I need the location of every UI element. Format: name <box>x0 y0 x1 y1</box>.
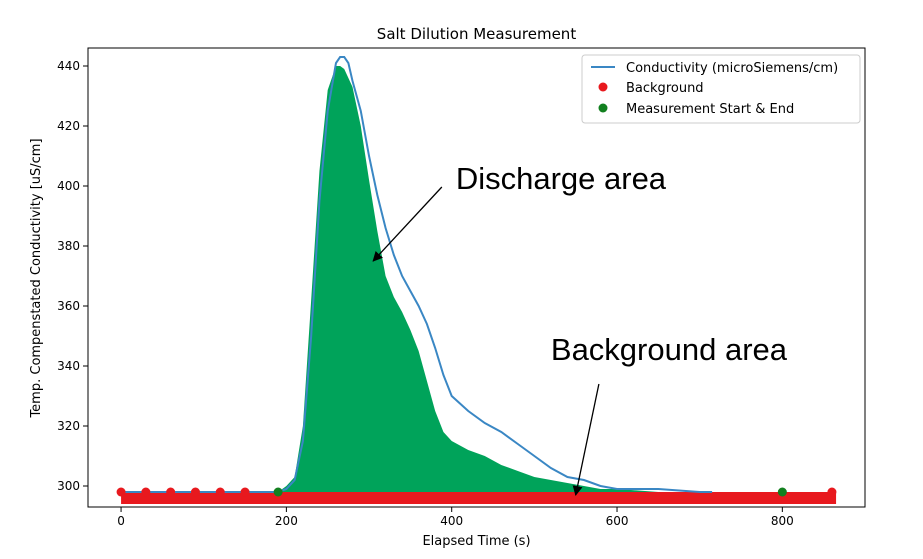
legend-background-swatch <box>598 82 608 92</box>
y-axis-ticks: 300 320 340 360 380 400 420 440 <box>57 59 88 493</box>
y-tick-label: 400 <box>57 179 80 193</box>
y-tick-label: 300 <box>57 479 80 493</box>
measurement-start-end-point <box>777 487 787 497</box>
y-tick-label: 320 <box>57 419 80 433</box>
discharge-area-annotation: Discharge area <box>456 161 667 196</box>
background-point <box>240 487 250 497</box>
legend: Conductivity (microSiemens/cm) Backgroun… <box>581 54 861 124</box>
legend-label-background: Background <box>626 81 704 96</box>
background-point <box>141 487 151 497</box>
x-axis-label: Elapsed Time (s) <box>422 534 530 549</box>
legend-label-start-end: Measurement Start & End <box>626 102 794 117</box>
legend-start-end-swatch <box>598 103 608 113</box>
background-point <box>190 487 200 497</box>
y-tick-label: 420 <box>57 119 80 133</box>
discharge-area <box>278 66 713 492</box>
y-axis-label: Temp. Compenstated Conductivity [uS/cm] <box>29 138 44 418</box>
background-area-annotation: Background area <box>551 332 788 367</box>
y-tick-label: 360 <box>57 299 80 313</box>
background-point <box>116 487 126 497</box>
annotation-arrow <box>372 186 443 262</box>
annotation-arrow <box>572 383 600 496</box>
annotations: Discharge area Background area <box>372 161 788 496</box>
x-tick-label: 600 <box>606 514 629 528</box>
background-point <box>215 487 225 497</box>
background-area <box>121 492 837 504</box>
y-tick-label: 440 <box>57 59 80 73</box>
legend-box <box>581 54 861 124</box>
x-axis-ticks: 0 200 400 600 800 <box>117 507 794 528</box>
x-tick-label: 0 <box>117 514 125 528</box>
x-tick-label: 400 <box>440 514 463 528</box>
legend-label-conductivity: Conductivity (microSiemens/cm) <box>626 61 838 76</box>
x-tick-label: 800 <box>771 514 794 528</box>
chart-title: Salt Dilution Measurement <box>377 25 577 43</box>
plot-frame <box>87 47 866 508</box>
y-tick-label: 340 <box>57 359 80 373</box>
background-point <box>166 487 176 497</box>
y-tick-label: 380 <box>57 239 80 253</box>
conductivity-line <box>121 56 713 493</box>
background-point <box>827 487 837 497</box>
measurement-start-end-point <box>273 487 283 497</box>
x-tick-label: 200 <box>275 514 298 528</box>
